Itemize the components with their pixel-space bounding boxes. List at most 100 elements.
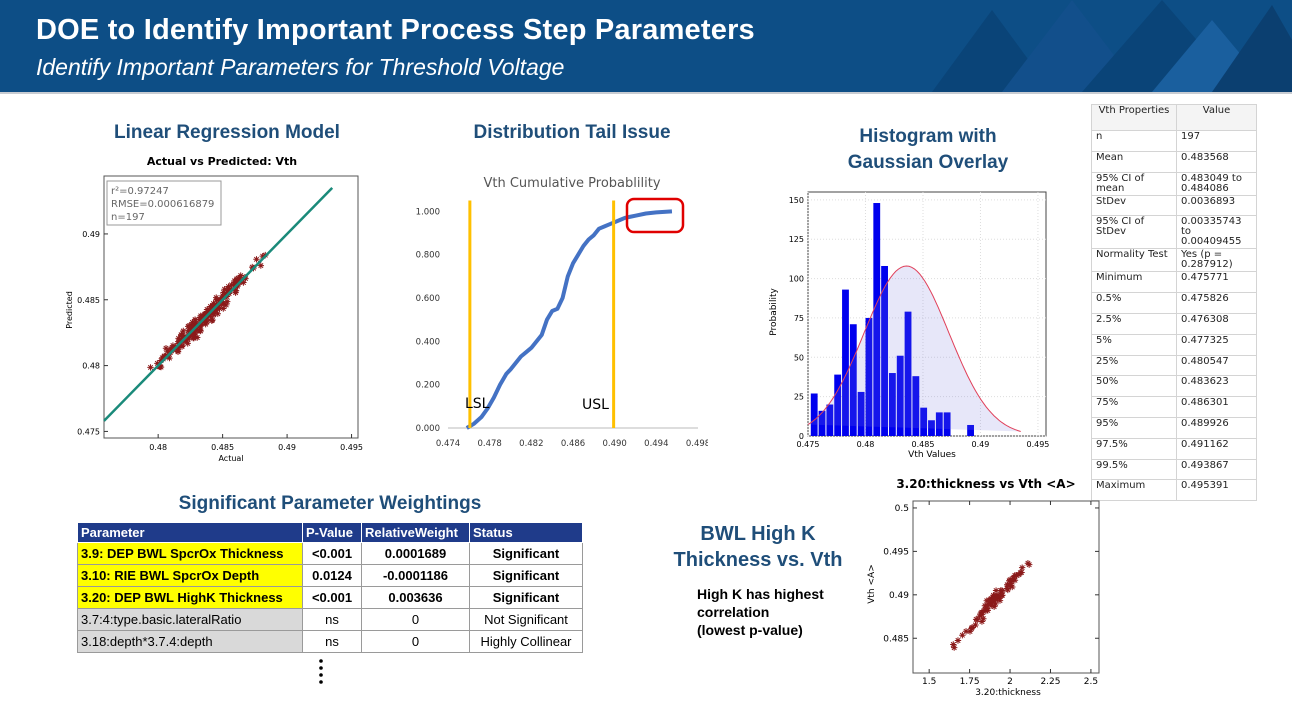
- properties-row: 25% 0.480547: [1091, 354, 1257, 377]
- histogram-xtick-label: 0.49: [972, 440, 990, 449]
- property-name: Mean: [1091, 150, 1177, 173]
- relative-weight: 0: [361, 630, 470, 653]
- regression-point: [197, 312, 204, 320]
- regression-point: [157, 363, 165, 371]
- histogram-ytick-label: 150: [789, 196, 804, 205]
- property-name: 75%: [1091, 396, 1177, 418]
- weighting-row: 3.20: DEP BWL HighK Thickness <0.001 0.003…: [77, 586, 583, 609]
- histogram-xlabel: Vth Values: [908, 450, 956, 460]
- properties-row: 5% 0.477325: [1091, 333, 1257, 356]
- scatter-point: [966, 628, 974, 635]
- regression-point: [160, 352, 168, 360]
- tail-xtick-label: 0.482: [519, 439, 543, 449]
- histogram-xtick-label: 0.485: [912, 440, 935, 449]
- note-line-2: correlation: [697, 604, 770, 620]
- property-value: 0.483568: [1176, 150, 1257, 173]
- tail-chart-title: Vth Cumulative Probablility: [483, 176, 660, 191]
- regression-xlabel: Actual: [218, 454, 243, 463]
- regression-point: [211, 302, 218, 309]
- scatter-point: [1018, 569, 1025, 576]
- properties-row: 50% 0.483623: [1091, 375, 1257, 398]
- properties-row: 0.5% 0.475826: [1091, 292, 1257, 314]
- property-value: Yes (p = 0.287912): [1176, 248, 1257, 273]
- histogram-bar: [912, 376, 920, 436]
- regression-point: [197, 321, 204, 329]
- scatter-point: [1024, 560, 1032, 567]
- title-banner: DOE to Identify Important Process Step P…: [0, 0, 1292, 92]
- scatter-point: [984, 607, 991, 614]
- property-value: 0.480547: [1176, 354, 1257, 377]
- regression-point: [216, 296, 224, 304]
- section-title-regression: Linear Regression Model: [114, 122, 340, 143]
- scatter-point: [989, 597, 996, 605]
- p-value: 0.0124: [302, 564, 362, 587]
- regression-ytick-label: 0.48: [82, 362, 100, 371]
- regression-point: [210, 300, 217, 307]
- regression-point: [214, 310, 221, 317]
- scatter-point: [1009, 583, 1016, 591]
- scatter-point: [998, 588, 1005, 596]
- regression-point: [187, 327, 194, 334]
- gaussian-overlay: [807, 265, 1021, 432]
- scatter-point: [992, 600, 999, 608]
- stat-r2: r²=0.97247: [111, 186, 169, 197]
- regression-point: [202, 320, 209, 328]
- properties-row: StDev 0.0036893: [1091, 194, 1257, 217]
- more-rows-ellipsis: [319, 659, 323, 684]
- scatter-xtick-label: 2.25: [1040, 677, 1060, 687]
- histogram-bar: [857, 391, 865, 436]
- histogram-bar: [834, 374, 842, 436]
- relative-weight: 0.0001689: [361, 542, 470, 565]
- property-name: Minimum: [1091, 271, 1177, 294]
- relative-weight: 0.003636: [361, 586, 470, 609]
- histogram-bar: [967, 424, 974, 436]
- histogram-bar: [826, 404, 834, 436]
- stat-rmse: RMSE=0.000616879: [111, 199, 214, 210]
- p-value: ns: [302, 608, 362, 631]
- regression-point: [184, 336, 192, 343]
- regression-point: [175, 335, 182, 342]
- regression-point: [209, 302, 216, 310]
- regression-point: [186, 322, 193, 330]
- header-pvalue: P-Value: [302, 522, 362, 543]
- properties-row: Minimum 0.475771: [1091, 271, 1257, 294]
- scatter-point: [992, 587, 1000, 594]
- scatter-point: [996, 597, 1004, 604]
- regression-chart: Actual vs Predicted: Vth 0.48 0.485 0.49 0.…: [65, 155, 363, 463]
- histogram-ytick-label: 0: [799, 432, 804, 441]
- parameter-name: 3.20: DEP BWL HighK Thickness: [77, 586, 303, 609]
- scatter-chart-title: 3.20:thickness vs Vth <A>: [896, 477, 1075, 491]
- property-name: Maximum: [1091, 479, 1177, 502]
- regression-xtick-label: 0.495: [340, 443, 363, 452]
- histogram-ytick-label: 25: [794, 393, 804, 402]
- properties-row: Normality Test Yes (p = 0.287912): [1091, 248, 1257, 273]
- tail-highlight-box: [625, 197, 685, 234]
- scatter-point: [1004, 581, 1011, 588]
- property-value: 0.0036893: [1176, 194, 1257, 217]
- parameter-name: 3.9: DEP BWL SpcrOx Thickness: [77, 542, 303, 565]
- property-name: 0.5%: [1091, 292, 1177, 314]
- property-value: 0.483049 to 0.484086: [1176, 171, 1257, 196]
- regression-point: [237, 274, 244, 281]
- stat-n: n=197: [111, 212, 145, 223]
- scatter-point: [950, 644, 958, 651]
- histogram-bar: [896, 355, 904, 436]
- regression-point: [178, 342, 186, 349]
- relative-weight: -0.0001186: [361, 564, 470, 587]
- regression-point: [206, 313, 214, 320]
- regression-point: [194, 334, 201, 341]
- properties-row: n 197: [1091, 130, 1257, 152]
- scatter-point: [983, 597, 990, 604]
- correlation-note: High K has highest correlation (lowest p…: [697, 585, 824, 639]
- regression-point: [192, 329, 199, 337]
- parameter-name: 3.10: RIE BWL SpcrOx Depth: [77, 564, 303, 587]
- regression-point: [224, 298, 231, 305]
- regression-point: [203, 306, 211, 313]
- regression-point: [174, 348, 182, 355]
- status-value: Significant: [469, 564, 583, 587]
- scatter-point: [997, 592, 1004, 600]
- weighting-row: 3.7:4:type.basic.lateralRatio ns 0 Not Sign…: [77, 608, 583, 631]
- scatter-point: [994, 591, 1002, 598]
- weighting-row: 3.9: DEP BWL SpcrOx Thickness <0.001 0.000…: [77, 542, 583, 565]
- histogram-ylabel: Probability: [769, 288, 779, 336]
